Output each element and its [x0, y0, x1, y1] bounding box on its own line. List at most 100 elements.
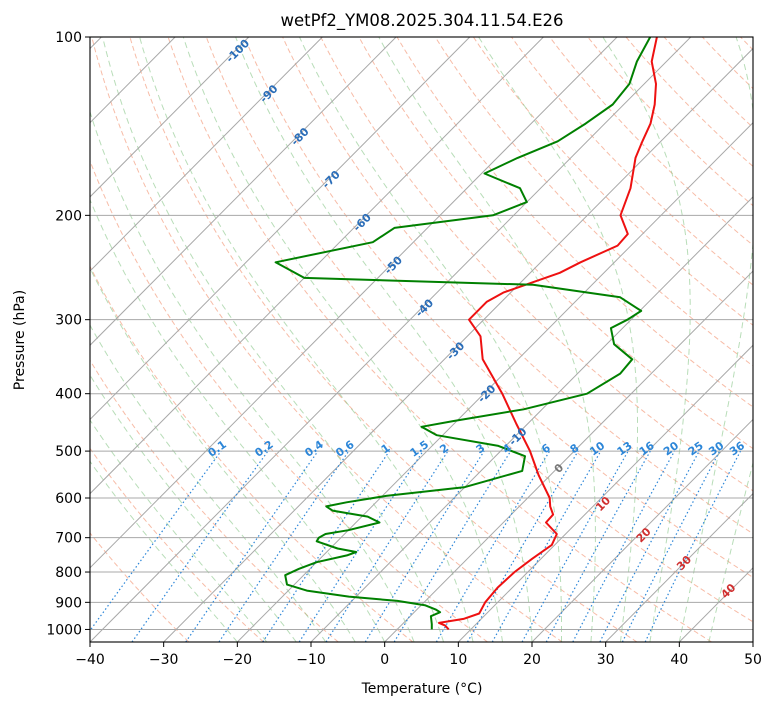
temperature-profile-line	[438, 37, 658, 631]
isotherm-label: -30	[444, 339, 467, 362]
isotherm-label: -80	[288, 125, 311, 148]
isotherm-label: -60	[351, 211, 374, 234]
y-axis-label: Pressure (hPa)	[12, 290, 28, 390]
moist-adiabat	[678, 37, 753, 642]
dry-adiabat	[90, 159, 488, 642]
y-tick-label: 700	[55, 531, 82, 547]
mixing-ratio-label: 13	[615, 439, 635, 458]
isotherm-line	[678, 567, 753, 642]
mixing-ratio-label: 6	[539, 441, 553, 456]
isotherm-line	[236, 121, 753, 642]
mixing-ratio-line	[298, 450, 424, 642]
isotherm-line	[531, 418, 753, 642]
moist-adiabat-label: 0	[552, 461, 567, 476]
dewpoint-profile-line	[274, 37, 652, 630]
moist-adiabat-label: 10	[593, 494, 613, 514]
moist-adiabat	[708, 461, 753, 642]
mixing-ratio-label: 1	[379, 441, 393, 456]
mixing-ratio-label: 0.4	[302, 438, 326, 460]
isotherm-line	[310, 196, 753, 642]
mixing-ratio-label: 20	[661, 439, 681, 459]
mixing-ratio-line	[545, 450, 651, 642]
isotherm-line	[90, 37, 250, 198]
isotherm-label: -50	[382, 253, 405, 276]
isotherm-line	[384, 270, 753, 642]
dry-adiabat	[740, 37, 753, 51]
mixing-ratio-line	[621, 450, 721, 642]
dry-adiabat	[167, 37, 712, 642]
dry-adiabat	[320, 37, 753, 492]
mixing-ratio-line	[644, 450, 742, 642]
isotherm-line	[90, 37, 397, 346]
moist-adiabat	[90, 198, 386, 642]
moist-adiabat	[90, 324, 327, 642]
dry-adiabat	[663, 37, 753, 129]
dry-adiabat	[90, 265, 414, 642]
isotherm-line	[90, 37, 618, 569]
y-axis: 100 200 300 400 500 600 700 800 900 1000	[46, 30, 90, 638]
mixing-ratio-line	[218, 450, 350, 642]
moist-adiabat	[182, 37, 503, 642]
dry-adiabat	[511, 37, 753, 286]
x-tick-label: −20	[223, 652, 253, 668]
moist-adiabat	[602, 37, 691, 642]
x-tick-label: 30	[597, 652, 615, 668]
isotherm-line	[90, 37, 323, 272]
isotherm-line	[457, 344, 753, 642]
x-axis-label: Temperature (°C)	[361, 681, 483, 697]
dry-adiabat	[587, 37, 753, 207]
mixing-ratio-label: 1.5	[408, 438, 431, 460]
y-tick-label: 900	[55, 595, 82, 611]
mixing-ratio-line	[185, 450, 319, 642]
moist-adiabat-label: 40	[718, 581, 738, 601]
moist-adiabat	[378, 37, 596, 642]
x-tick-label: 0	[380, 652, 389, 668]
x-tick-label: −30	[149, 652, 179, 668]
mixing-ratio-line	[393, 450, 512, 642]
x-tick-label: 10	[449, 652, 467, 668]
moist-adiabat	[102, 37, 445, 642]
mixing-ratio-line	[521, 450, 629, 642]
x-tick-label: 40	[670, 652, 688, 668]
isotherm-line	[90, 37, 692, 642]
x-tick-label: −10	[296, 652, 326, 668]
moist-adiabat	[90, 267, 356, 642]
mixing-ratio-label: 2	[437, 441, 451, 456]
mixing-ratio-line	[131, 450, 269, 642]
isotherm-label: -40	[413, 296, 436, 319]
isotherm-line	[90, 37, 544, 495]
isotherm-label: -20	[475, 382, 498, 405]
y-tick-label: 400	[55, 387, 82, 403]
moist-adiabat	[235, 37, 533, 642]
mixing-ratio-line	[491, 450, 602, 642]
moist-adiabat	[139, 37, 474, 642]
x-tick-label: 50	[744, 652, 762, 668]
dry-adiabat	[90, 447, 264, 642]
dry-adiabat	[90, 359, 339, 642]
mixing-ratio-line	[599, 450, 700, 642]
moist-adiabat	[478, 37, 638, 642]
moist-adiabat	[90, 374, 297, 642]
y-tick-label: 600	[55, 491, 82, 507]
isotherm-label: -100	[223, 37, 252, 66]
mixing-ratio-line	[572, 450, 676, 642]
isotherm-line	[752, 641, 753, 642]
x-tick-label: 20	[523, 652, 541, 668]
dry-adiabat	[434, 37, 753, 367]
dry-adiabat	[358, 37, 753, 450]
mixing-ratio-label: 0.6	[333, 438, 357, 460]
isotherm-label: -70	[320, 168, 343, 191]
y-tick-label: 1000	[46, 622, 82, 638]
isotherm-line	[90, 37, 471, 421]
dry-adiabat	[549, 37, 753, 246]
dry-adiabat	[205, 37, 753, 623]
x-axis: −40 −30 −20 −10 0 10 20 30 40 50	[75, 642, 762, 668]
y-tick-label: 200	[55, 208, 82, 224]
mixing-ratio-label: 30	[706, 439, 726, 459]
chart-title: wetPf2_YM08.2025.304.11.54.E26	[280, 11, 563, 31]
y-tick-label: 300	[55, 313, 82, 329]
x-tick-label: −40	[75, 652, 105, 668]
mixing-ratio-line	[325, 450, 449, 642]
plot-frame	[89, 36, 754, 643]
